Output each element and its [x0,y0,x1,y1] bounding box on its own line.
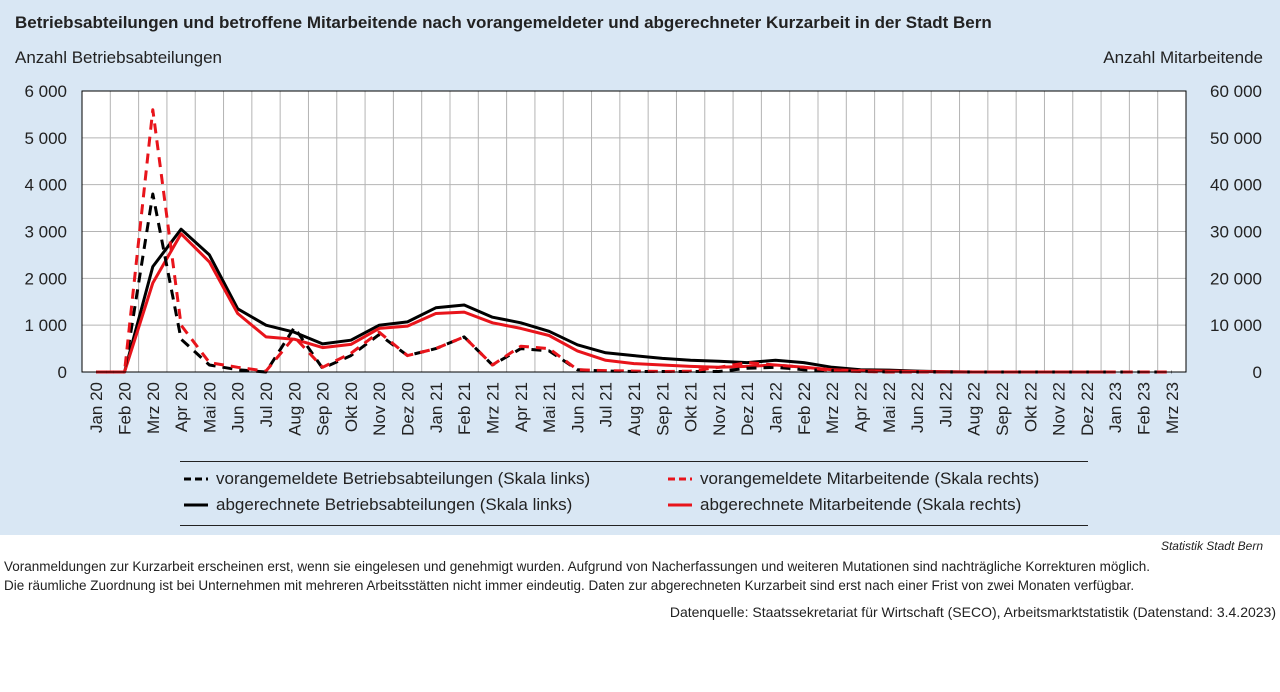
x-tick-label: Nov 22 [1050,382,1069,436]
x-tick-label: Aug 21 [625,382,644,436]
y-tick-label-right: 0 [1253,363,1262,382]
x-tick-label: Aug 22 [965,382,984,436]
legend-swatch-black-dashed [184,477,208,481]
legend-label: abgerechnete Betriebsabteilungen (Skala … [216,495,573,514]
x-tick-label: Jul 22 [936,382,955,427]
x-tick-label: Jun 21 [568,382,587,433]
x-tick-label: Jan 22 [767,382,786,433]
x-tick-label: Jan 23 [1106,382,1125,433]
y-tick-label-right: 50 000 [1210,129,1262,148]
legend-item-abgerechnete-betriebsabteilungen: abgerechnete Betriebsabteilungen (Skala … [184,495,572,515]
x-tick-label: Dez 20 [399,382,418,436]
legend-label: vorangemeldete Betriebsabteilungen (Skal… [216,469,591,488]
data-source: Datenquelle: Staatssekretariat für Wirts… [669,604,1276,620]
x-tick-label: Mrz 22 [823,382,842,434]
y-tick-label-left: 0 [58,363,67,382]
x-tick-label: Jul 21 [597,382,616,427]
x-tick-label: Feb 22 [795,382,814,435]
x-tick-label: Okt 22 [1021,382,1040,432]
x-tick-label: Mai 20 [200,382,219,433]
x-tick-label: Apr 21 [512,382,531,432]
chart-title: Betriebsabteilungen und betroffene Mitar… [15,13,992,32]
x-tick-label: Nov 20 [370,382,389,436]
y-tick-label-left: 1 000 [24,316,67,335]
x-tick-label: Feb 20 [115,382,134,435]
chart-canvas: 0 1 000 2 000 3 000 4 000 5 000 6 000 0 10 000 2… [24,82,1262,436]
legend-swatch-red-solid [668,503,692,507]
x-tick-label: Sep 20 [314,382,333,436]
legend-item-vorangemeldete-betriebsabteilungen: vorangemeldete Betriebsabteilungen (Skal… [184,469,590,489]
x-tick-label: Apr 20 [172,382,191,432]
x-tick-label: Aug 20 [285,382,304,436]
y-tick-label-left: 6 000 [24,82,67,101]
legend-label: abgerechnete Mitarbeitende (Skala rechts… [700,495,1022,514]
x-tick-label: Jan 21 [427,382,446,433]
legend-item-abgerechnete-mitarbeitende: abgerechnete Mitarbeitende (Skala rechts… [668,495,1021,515]
footnote-line-1: Voranmeldungen zur Kurzarbeit erscheinen… [4,559,1150,574]
y-ticks-right: 0 10 000 20 000 30 000 40 000 50 000 60 000 [1210,82,1262,382]
x-tick-label: Mrz 23 [1163,382,1182,434]
x-tick-label: Jan 20 [87,382,106,433]
x-tick-label: Jun 20 [229,382,248,433]
plot-frame [81,90,1187,373]
legend-swatch-red-dashed [668,477,692,481]
footnote-line-2: Die räumliche Zuordnung ist bei Unterneh… [4,578,1135,593]
x-tick-label: Sep 22 [993,382,1012,436]
legend: vorangemeldete Betriebsabteilungen (Skal… [180,461,1088,526]
x-tick-label: Mrz 20 [144,382,163,434]
x-ticks: Jan 20 Feb 20 Mrz 20 Apr 20 Mai 20 Jun 20 Jul … [87,382,1182,436]
x-tick-label: Nov 21 [710,382,729,436]
x-tick-label: Mai 21 [540,382,559,433]
y-tick-label-right: 20 000 [1210,269,1262,288]
legend-item-vorangemeldete-mitarbeitende: vorangemeldete Mitarbeitende (Skala rech… [668,469,1039,489]
x-tick-label: Dez 22 [1078,382,1097,436]
x-tick-label: Mrz 21 [483,382,502,434]
legend-swatch-black-solid [184,503,208,507]
x-tick-label: Okt 20 [342,382,361,432]
y-axis-label-left: Anzahl Betriebsabteilungen [15,48,222,67]
y-tick-label-right: 60 000 [1210,82,1262,101]
x-tick-label: Okt 21 [682,382,701,432]
y-tick-label-right: 10 000 [1210,316,1262,335]
legend-label: vorangemeldete Mitarbeitende (Skala rech… [700,469,1040,488]
y-tick-label-left: 4 000 [24,176,67,195]
y-tick-label-left: 5 000 [24,129,67,148]
y-tick-label-right: 40 000 [1210,176,1262,195]
x-tick-label: Feb 21 [455,382,474,435]
y-tick-label-left: 2 000 [24,269,67,288]
y-tick-label-left: 3 000 [24,223,67,242]
x-tick-label: Apr 22 [851,382,870,432]
x-tick-label: Feb 23 [1135,382,1154,435]
y-ticks-left: 0 1 000 2 000 3 000 4 000 5 000 6 000 [24,82,67,382]
x-tick-label: Jun 22 [908,382,927,433]
grid-lines [82,91,1186,372]
x-tick-label: Jul 20 [257,382,276,427]
x-tick-label: Sep 21 [653,382,672,436]
y-tick-label-right: 30 000 [1210,223,1262,242]
x-tick-label: Dez 21 [738,382,757,436]
x-tick-label: Mai 22 [880,382,899,433]
y-axis-label-right: Anzahl Mitarbeitende [1103,48,1263,67]
credit: Statistik Stadt Bern [1160,539,1263,553]
